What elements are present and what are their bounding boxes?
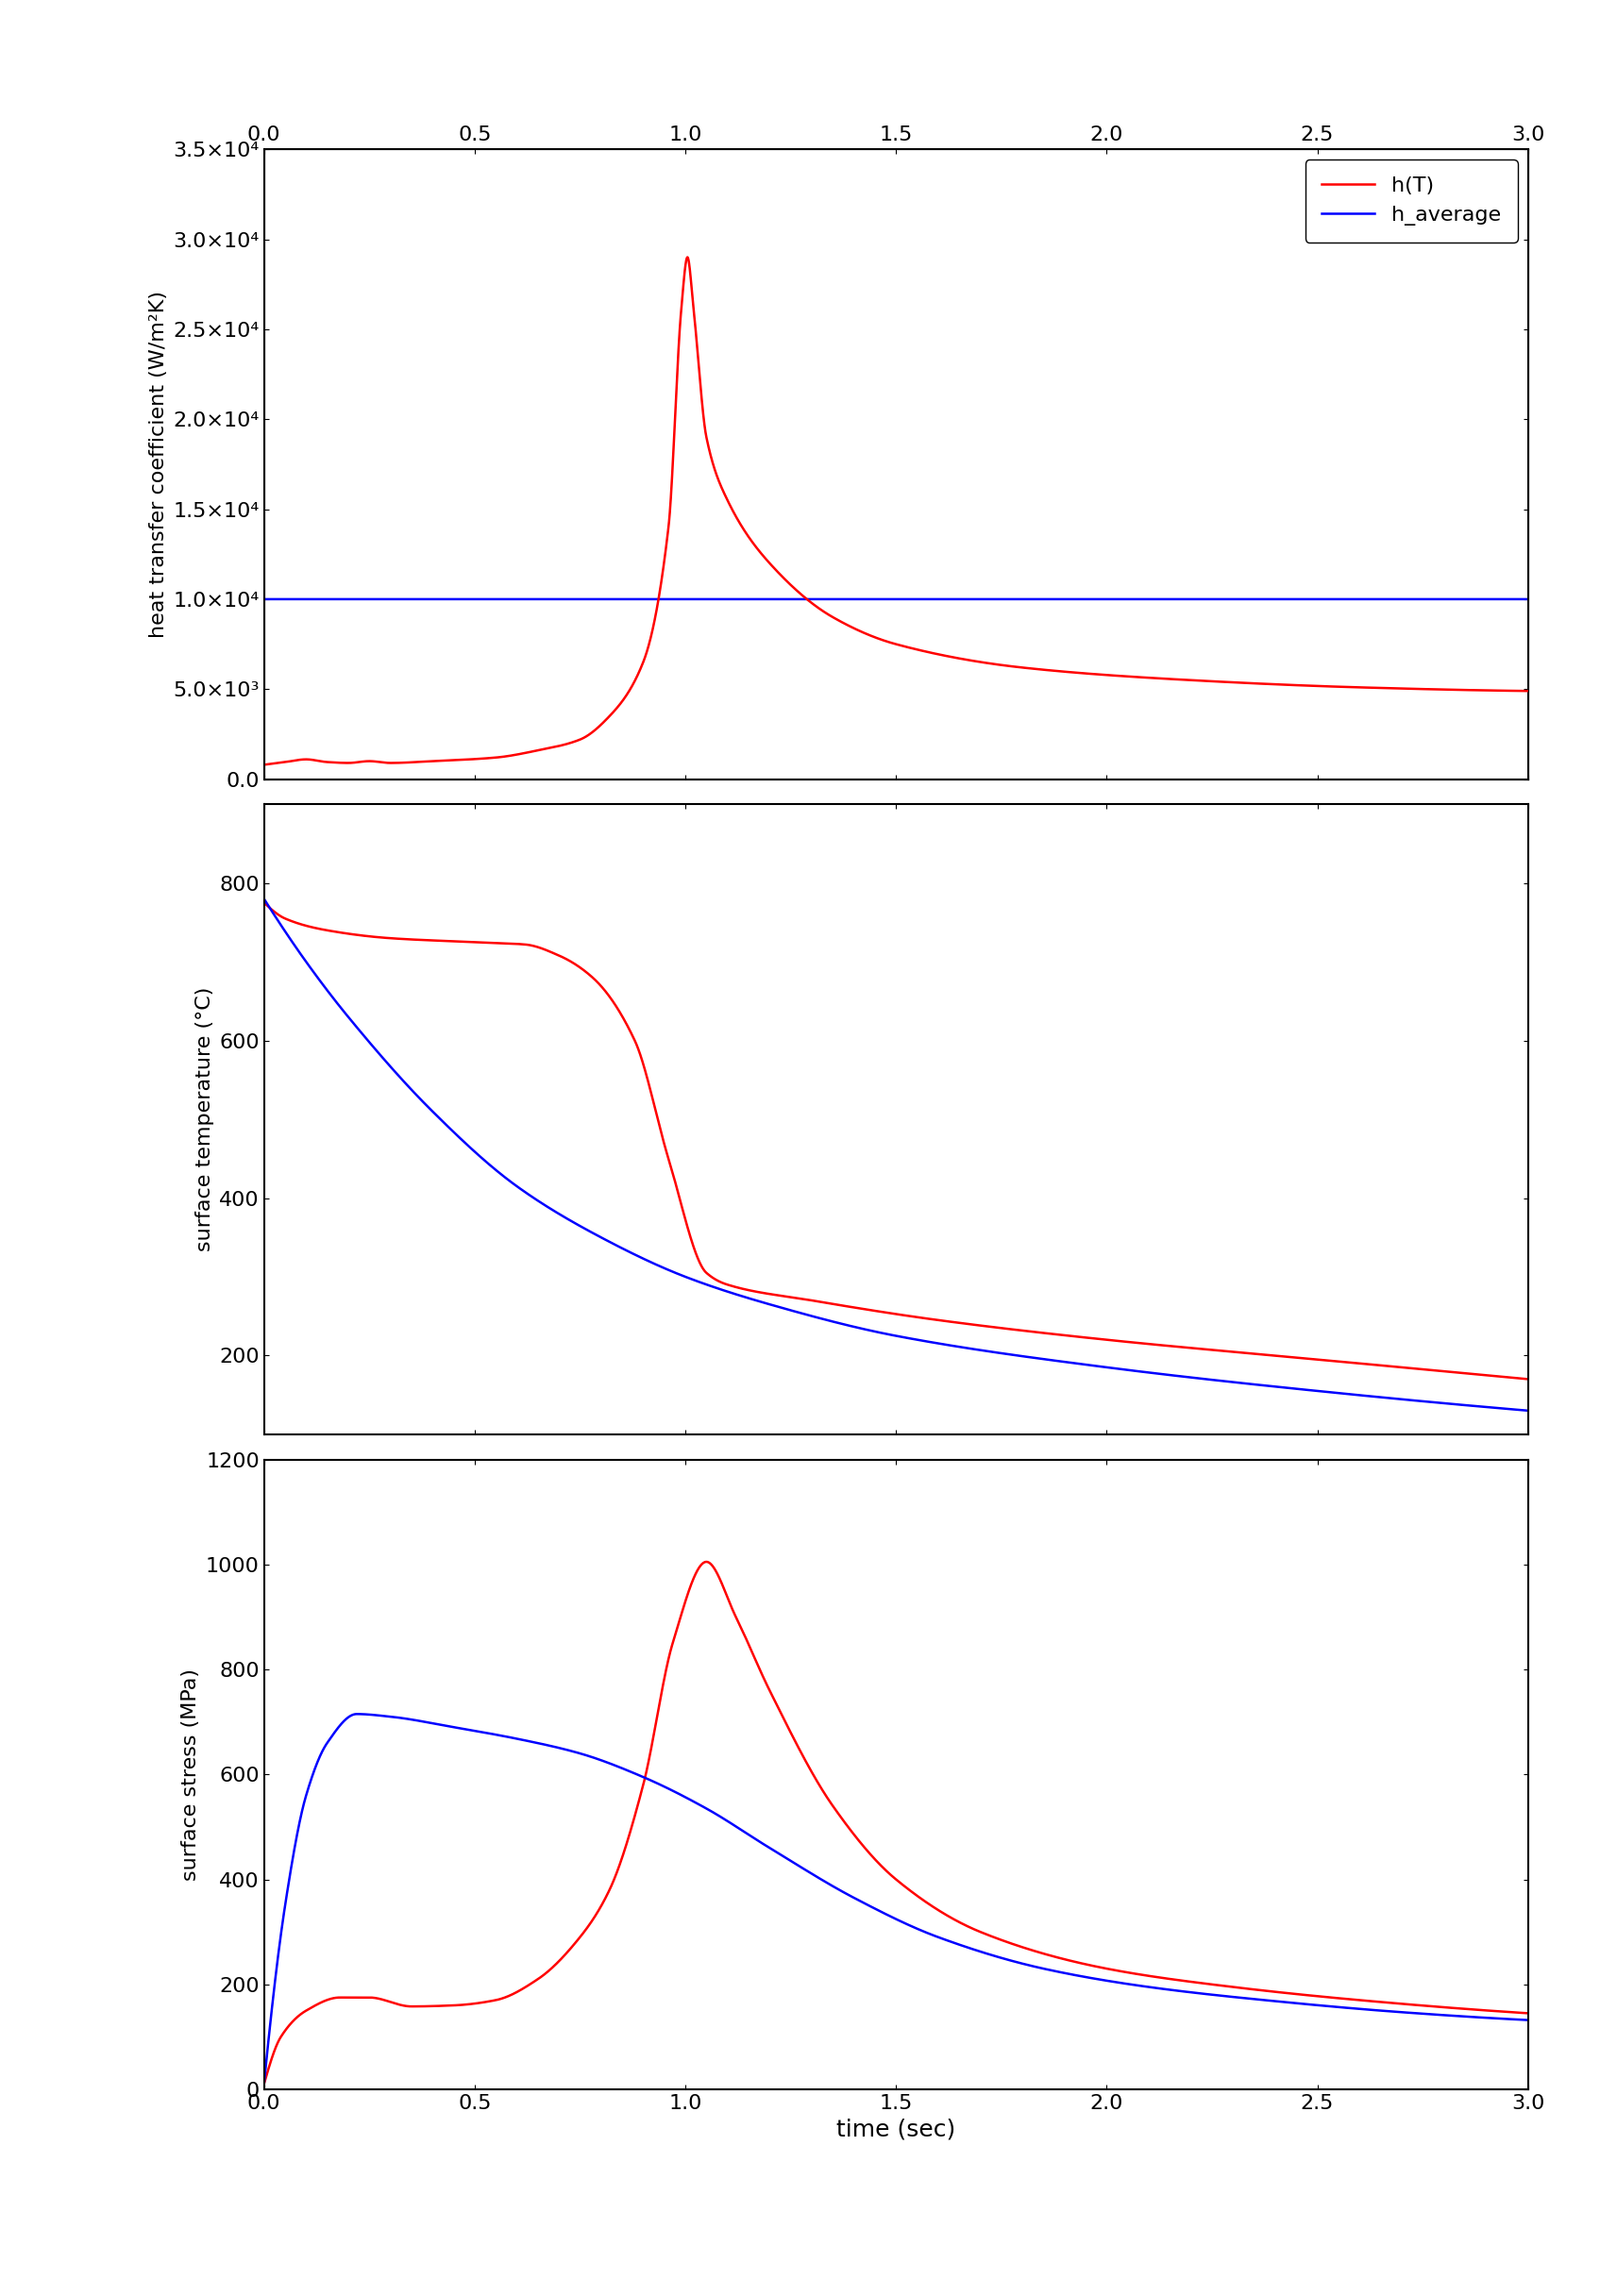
Y-axis label: surface temperature (°C): surface temperature (°C) — [195, 987, 214, 1251]
Legend: h(T), h_average: h(T), h_average — [1306, 161, 1517, 243]
X-axis label: time (sec): time (sec) — [837, 2119, 955, 2140]
Y-axis label: surface stress (MPa): surface stress (MPa) — [182, 1669, 200, 1880]
Y-axis label: heat transfer coefficient (W/m²K): heat transfer coefficient (W/m²K) — [149, 292, 168, 638]
